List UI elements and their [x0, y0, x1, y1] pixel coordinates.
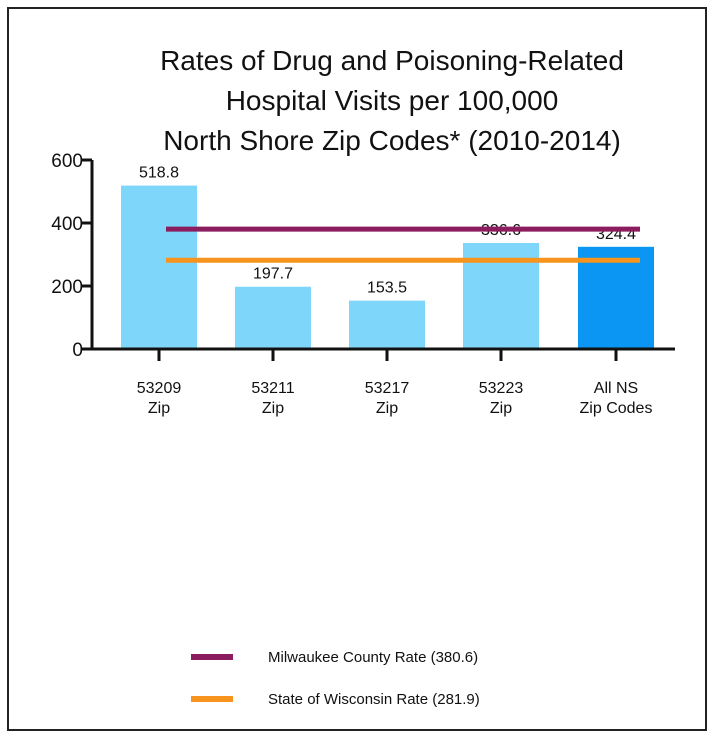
value-label-0: 518.8 — [139, 165, 179, 182]
y-tick-label-2: 400 — [51, 214, 83, 235]
x-tick-label-0-0: 53209 — [137, 380, 182, 397]
x-tick-label-3-0: 53223 — [479, 380, 524, 397]
value-label-2: 153.5 — [367, 280, 407, 297]
legend-label-1: State of Wisconsin Rate (281.9) — [268, 691, 480, 708]
chart-title-line-2: Hospital Visits per 100,000 — [226, 85, 559, 116]
x-tick-label-4-1: Zip Codes — [580, 400, 653, 417]
bar-4 — [578, 246, 654, 349]
x-tick-label-1-0: 53211 — [251, 380, 294, 397]
bar-0 — [121, 185, 197, 349]
x-tick-label-2-0: 53217 — [365, 380, 410, 397]
y-tick-label-3: 600 — [51, 151, 83, 172]
bar-1 — [235, 286, 311, 349]
plot-area: 518.8197.7153.5336.6324.4020040060053209… — [51, 151, 675, 417]
chart-title-line-3: North Shore Zip Codes* (2010-2014) — [163, 125, 621, 156]
x-tick-label-2-1: Zip — [376, 400, 398, 417]
bar-2 — [349, 300, 425, 349]
x-tick-label-4-0: All NS — [594, 380, 638, 397]
y-tick-label-0: 0 — [72, 340, 83, 361]
value-label-1: 197.7 — [253, 266, 293, 283]
x-tick-label-3-1: Zip — [490, 400, 512, 417]
legend-label-0: Milwaukee County Rate (380.6) — [268, 649, 478, 666]
x-tick-label-1-1: Zip — [262, 400, 284, 417]
chart-frame — [7, 7, 707, 731]
x-tick-label-0-1: Zip — [148, 400, 170, 417]
y-tick-label-1: 200 — [51, 277, 83, 298]
chart-title-line-1: Rates of Drug and Poisoning-Related — [160, 45, 624, 76]
legend: Milwaukee County Rate (380.6) State of Wi… — [191, 649, 480, 708]
